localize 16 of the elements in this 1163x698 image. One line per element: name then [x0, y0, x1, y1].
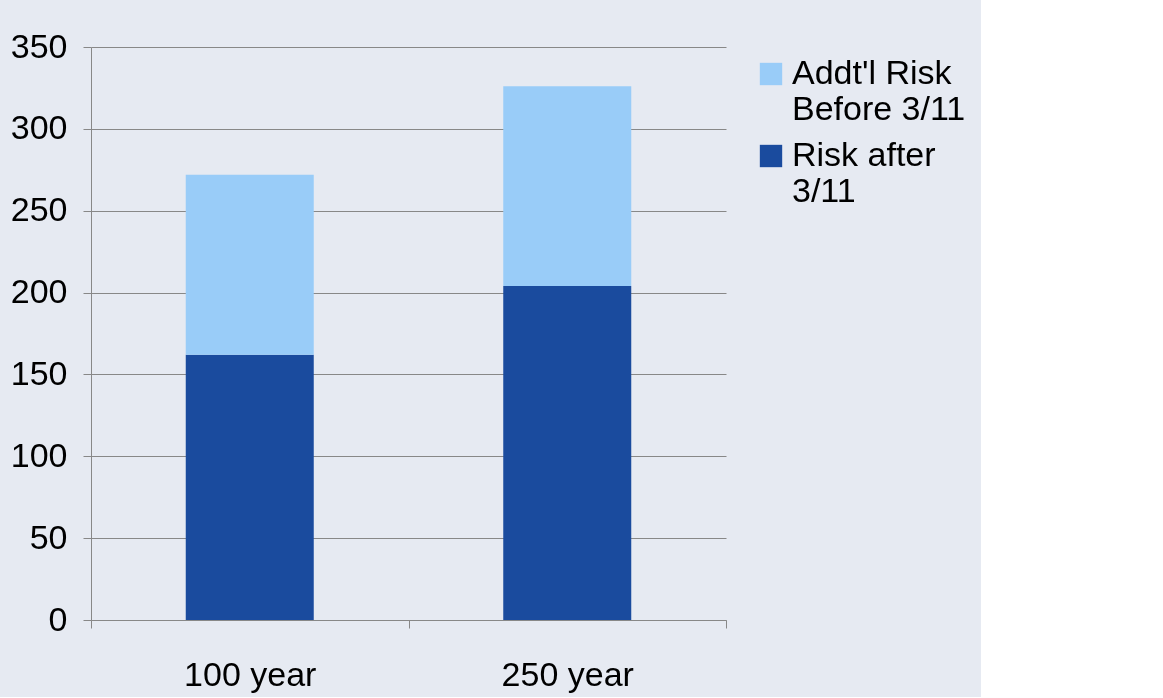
legend-label: Risk after 3/11: [792, 135, 936, 209]
y-tick-label: 50: [29, 517, 68, 556]
y-tick-label: 0: [48, 599, 68, 638]
y-tick-label: 200: [10, 272, 68, 311]
y-tick-label: 150: [10, 353, 68, 392]
x-tick-label: 100 year: [184, 654, 317, 693]
x-tick-label: 250 year: [501, 654, 634, 693]
legend-label: Addt'l Risk Before 3/11: [792, 53, 966, 127]
y-tick-label: 350: [10, 26, 68, 65]
y-tick-label: 250: [10, 190, 68, 229]
bar: [185, 354, 314, 620]
bar: [503, 86, 632, 287]
y-tick-label: 100: [10, 435, 68, 474]
bar: [503, 286, 632, 620]
bar: [185, 174, 314, 355]
y-tick-label: 300: [10, 108, 68, 147]
